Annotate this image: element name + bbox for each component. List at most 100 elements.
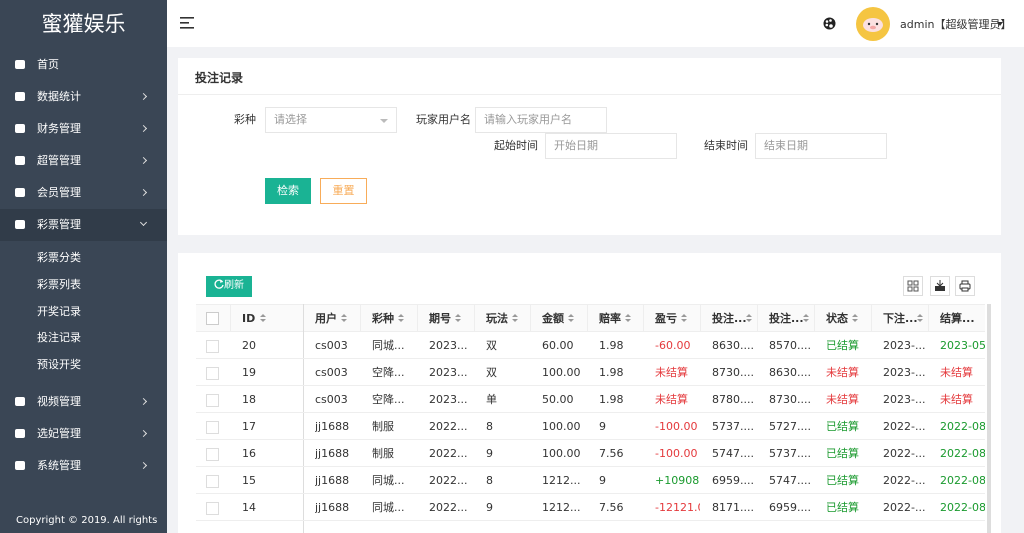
table-cell: -100.00 bbox=[655, 420, 698, 433]
sort-up bbox=[260, 314, 266, 317]
table-cell: jj1688 bbox=[315, 474, 350, 487]
placeholder: 请选择 bbox=[274, 113, 307, 126]
menu-arrow bbox=[139, 461, 148, 470]
table-cell: 17 bbox=[242, 420, 256, 433]
column-divider bbox=[230, 304, 231, 332]
user-name[interactable]: admin【超级管理员】 bbox=[900, 18, 1012, 31]
print-button[interactable] bbox=[955, 276, 975, 296]
columns-button[interactable] bbox=[903, 276, 923, 296]
checkbox[interactable] bbox=[206, 421, 219, 434]
refresh-button[interactable]: 刷新 bbox=[206, 276, 252, 297]
print-icon bbox=[959, 280, 971, 292]
table-cell: 2023... bbox=[429, 366, 468, 379]
submenu-item[interactable]: 开奖记录 bbox=[37, 304, 81, 318]
checkbox[interactable] bbox=[206, 394, 219, 407]
sort-up bbox=[341, 314, 347, 317]
menu-icon bbox=[15, 124, 25, 133]
menu-item[interactable]: 会员管理 bbox=[0, 177, 167, 209]
table-cell: 7.56 bbox=[599, 447, 624, 460]
search-button[interactable]: 检索 bbox=[265, 178, 311, 204]
menu-item[interactable]: 首页 bbox=[0, 49, 167, 81]
form-label: 结束时间 bbox=[704, 139, 748, 152]
menu-icon bbox=[15, 220, 25, 229]
menu-icon bbox=[15, 156, 25, 165]
table-cell: 2022-08-3 bbox=[940, 474, 985, 487]
submenu-item[interactable]: 彩票分类 bbox=[37, 251, 81, 264]
checkbox[interactable] bbox=[206, 475, 219, 488]
menu-item[interactable]: 选妃管理 bbox=[0, 418, 167, 450]
column-header[interactable]: 投注... bbox=[769, 312, 804, 325]
table-cell: 2023... bbox=[429, 393, 468, 406]
placeholder: 结束日期 bbox=[764, 139, 808, 152]
submenu-item[interactable]: 彩票列表 bbox=[37, 277, 81, 291]
table-cell: 未结算 bbox=[655, 393, 688, 406]
checkbox[interactable] bbox=[206, 502, 219, 515]
export-icon bbox=[935, 280, 945, 291]
end-date-input[interactable]: 结束日期 bbox=[755, 133, 887, 159]
column-header[interactable]: 结算... bbox=[940, 312, 975, 325]
column-header[interactable]: 玩法 bbox=[486, 312, 508, 325]
checkbox[interactable] bbox=[206, 312, 219, 325]
menu-item[interactable]: 系统管理 bbox=[0, 450, 167, 482]
column-divider bbox=[928, 304, 929, 332]
menu-label: 彩票管理 bbox=[37, 218, 81, 231]
menu-toggle[interactable] bbox=[180, 17, 194, 29]
menu-label: 选妃管理 bbox=[37, 427, 81, 440]
table-cell: 未结算 bbox=[655, 366, 688, 379]
submenu-item[interactable]: 预设开奖 bbox=[37, 358, 81, 372]
table-cell: 5747.... bbox=[769, 474, 811, 487]
player-input[interactable]: 请输入玩家用户名 bbox=[475, 107, 607, 133]
column-header[interactable]: 赔率 bbox=[599, 312, 621, 325]
column-divider bbox=[814, 304, 815, 332]
reset-button[interactable]: 重置 bbox=[320, 178, 367, 204]
row-border bbox=[196, 412, 985, 413]
export-button[interactable] bbox=[930, 276, 950, 296]
table-cell: 同城... bbox=[372, 474, 405, 487]
theme-icon[interactable] bbox=[823, 17, 836, 30]
table-cell: 50.00 bbox=[542, 393, 574, 406]
menu-arrow bbox=[139, 397, 148, 406]
menu-item[interactable]: 超管管理 bbox=[0, 145, 167, 177]
menu-arrow bbox=[139, 429, 148, 438]
menu-item[interactable]: 视频管理 bbox=[0, 386, 167, 418]
table-cell: 8171.... bbox=[712, 501, 754, 514]
menu-item[interactable]: 数据统计 bbox=[0, 81, 167, 113]
column-header[interactable]: 彩种 bbox=[372, 312, 394, 325]
table-card: 刷新 ID 用户 彩种 期号 玩法 金额 赔率 盈亏 投注... 投注... 状态 下注... 结算..… bbox=[178, 253, 1001, 533]
column-header[interactable]: 用户 bbox=[315, 312, 337, 325]
start-date-input[interactable]: 开始日期 bbox=[545, 133, 677, 159]
table-cell: 2022... bbox=[429, 501, 468, 514]
avatar[interactable] bbox=[856, 7, 890, 41]
table-cell: 9 bbox=[599, 420, 606, 433]
table-cell: jj1688 bbox=[315, 501, 350, 514]
lottery-select[interactable]: 请选择 bbox=[265, 107, 397, 133]
table-cell: 100.00 bbox=[542, 420, 581, 433]
table-cell: 8 bbox=[486, 474, 493, 487]
row-border bbox=[196, 439, 985, 440]
column-header[interactable]: 下注... bbox=[883, 312, 918, 325]
table-cell: 2022-... bbox=[883, 501, 926, 514]
menu-item[interactable]: 彩票管理 bbox=[0, 209, 167, 241]
checkbox[interactable] bbox=[206, 340, 219, 353]
table-cell: cs003 bbox=[315, 393, 348, 406]
column-header[interactable]: 投注... bbox=[712, 312, 747, 325]
sort-down bbox=[746, 319, 752, 322]
table-cell: 5727.... bbox=[769, 420, 811, 433]
table-cell: 2022... bbox=[429, 447, 468, 460]
submenu-item[interactable]: 投注记录 bbox=[37, 331, 81, 345]
checkbox[interactable] bbox=[206, 448, 219, 461]
table-cell: 7.56 bbox=[599, 501, 624, 514]
row-border bbox=[196, 493, 985, 494]
table-cell: 19 bbox=[242, 366, 256, 379]
table-cell: 14 bbox=[242, 501, 256, 514]
column-header[interactable]: 期号 bbox=[429, 312, 451, 325]
column-header[interactable]: 盈亏 bbox=[655, 312, 677, 325]
column-header[interactable]: 金额 bbox=[542, 312, 564, 325]
placeholder: 开始日期 bbox=[554, 139, 598, 152]
column-header[interactable]: 状态 bbox=[826, 312, 848, 325]
menu-item[interactable]: 财务管理 bbox=[0, 113, 167, 145]
column-header[interactable]: ID bbox=[242, 312, 256, 325]
checkbox[interactable] bbox=[206, 367, 219, 380]
table-header bbox=[196, 304, 985, 332]
